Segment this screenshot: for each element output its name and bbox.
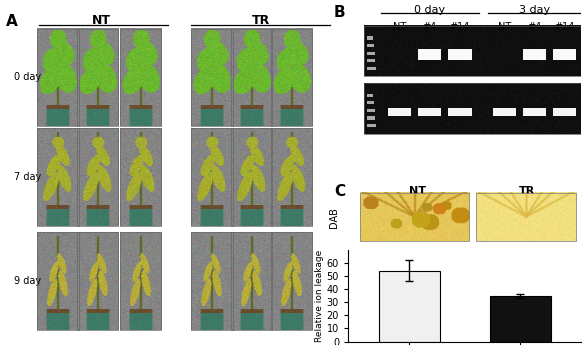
Text: TR: TR	[519, 186, 536, 196]
Text: #14: #14	[450, 22, 470, 32]
Text: 3 day: 3 day	[519, 5, 550, 15]
Text: 0 day: 0 day	[414, 5, 445, 15]
Text: 0 day: 0 day	[14, 72, 41, 82]
Bar	[523, 108, 546, 117]
Bar	[77, 29, 119, 126]
Bar	[191, 128, 232, 226]
Bar	[367, 44, 374, 47]
Bar	[367, 36, 373, 40]
Bar	[367, 117, 376, 120]
Text: DAB: DAB	[329, 207, 339, 228]
Bar	[270, 128, 312, 226]
Bar	[367, 101, 374, 105]
Text: A: A	[6, 14, 18, 29]
Text: 9 day: 9 day	[14, 276, 41, 286]
Text: #4: #4	[422, 22, 437, 32]
Bar	[388, 108, 411, 117]
Bar	[37, 29, 79, 126]
Bar	[231, 29, 272, 126]
Bar	[231, 128, 272, 226]
Text: C: C	[334, 184, 345, 199]
Bar	[489, 296, 551, 342]
Bar	[270, 232, 312, 330]
Text: NT: NT	[92, 14, 112, 27]
Bar	[77, 128, 119, 226]
Bar	[367, 59, 376, 62]
Text: NT: NT	[409, 186, 426, 196]
Bar	[367, 93, 373, 97]
Bar	[553, 108, 576, 117]
Bar	[191, 29, 232, 126]
Bar	[367, 52, 374, 55]
Bar	[37, 128, 79, 226]
Bar	[553, 49, 576, 60]
Bar	[270, 29, 312, 126]
Bar	[360, 193, 469, 242]
Bar	[367, 67, 376, 70]
Bar	[231, 232, 272, 330]
Text: #4: #4	[527, 22, 541, 32]
Text: B: B	[334, 5, 346, 20]
Bar	[120, 128, 161, 226]
Y-axis label: Relative ion leakage: Relative ion leakage	[315, 250, 324, 342]
Text: NT: NT	[498, 22, 511, 32]
Bar	[120, 232, 161, 330]
Bar	[37, 232, 79, 330]
Bar	[449, 108, 471, 117]
Bar	[367, 109, 374, 112]
Bar	[364, 83, 581, 134]
Bar	[378, 271, 440, 342]
Bar	[120, 29, 161, 126]
Bar	[476, 193, 576, 242]
Text: 7 day: 7 day	[14, 172, 41, 182]
Bar	[418, 108, 442, 117]
Bar	[367, 124, 376, 127]
Text: #14: #14	[555, 22, 575, 32]
Bar	[523, 49, 546, 60]
Bar	[191, 232, 232, 330]
Text: TR: TR	[252, 14, 270, 27]
Bar	[418, 49, 442, 60]
Bar	[364, 26, 581, 77]
Bar	[449, 49, 471, 60]
Text: NT: NT	[392, 22, 406, 32]
Bar	[77, 232, 119, 330]
Bar	[492, 108, 516, 117]
